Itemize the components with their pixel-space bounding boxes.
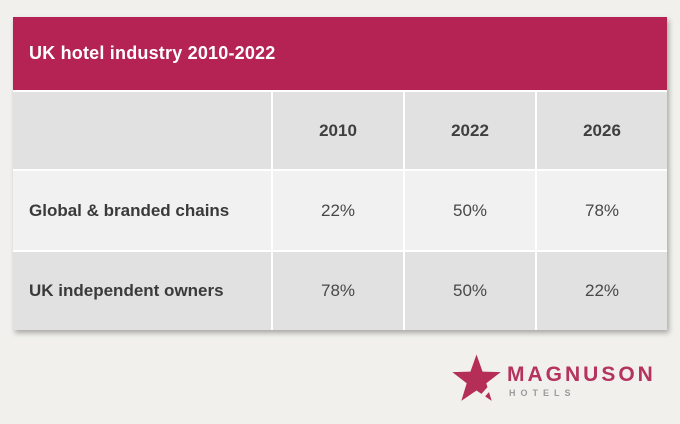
row-label-uk-independent-owners: UK independent owners <box>13 252 271 330</box>
column-header-2010: 2010 <box>273 92 403 169</box>
cell-global-2010: 22% <box>273 171 403 250</box>
cell-independent-2022: 50% <box>405 252 535 330</box>
logo-text-block: MAGNUSON HOTELS <box>507 363 656 398</box>
column-header-2022: 2022 <box>405 92 535 169</box>
logo-sub-name: HOTELS <box>509 388 576 399</box>
logo-brand-name: MAGNUSON <box>507 362 656 386</box>
magnuson-star-icon <box>452 354 501 408</box>
cell-global-2022: 50% <box>405 171 535 250</box>
magnuson-hotels-logo: MAGNUSON HOTELS <box>452 353 656 408</box>
cell-independent-2026: 22% <box>537 252 667 330</box>
cell-global-2026: 78% <box>537 171 667 250</box>
table-corner-cell <box>13 92 271 169</box>
table-title: UK hotel industry 2010-2022 <box>29 43 276 63</box>
cell-independent-2010: 78% <box>273 252 403 330</box>
column-header-2026: 2026 <box>537 92 667 169</box>
row-label-global-branded-chains: Global & branded chains <box>13 171 271 250</box>
table-title-bar: UK hotel industry 2010-2022 <box>13 17 667 90</box>
data-table: 2010 2022 2026 Global & branded chains 2… <box>13 92 667 330</box>
hotel-industry-table-card: UK hotel industry 2010-2022 2010 2022 20… <box>13 17 667 330</box>
